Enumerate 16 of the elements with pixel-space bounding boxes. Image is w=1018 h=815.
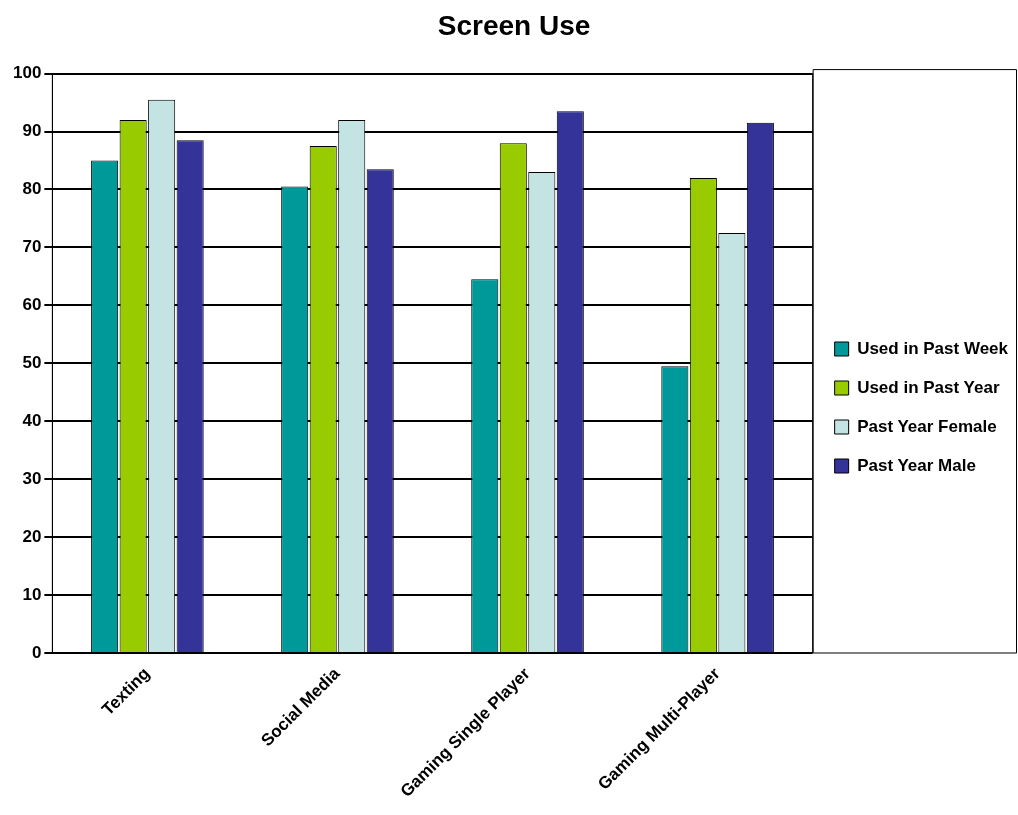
- y-tick-label: 80: [22, 179, 42, 199]
- y-tick-label: 90: [22, 121, 42, 141]
- y-tick-label: 30: [22, 468, 42, 488]
- y-tick-label: 40: [22, 410, 42, 430]
- legend-label: Used in Past Year: [857, 377, 1000, 397]
- y-tick-label: 0: [31, 642, 42, 662]
- y-tick-label: 50: [22, 352, 42, 372]
- legend-label: Past Year Female: [857, 416, 997, 436]
- y-tick-label: 100: [12, 63, 42, 83]
- y-tick-label: 20: [22, 526, 42, 546]
- legend-label: Used in Past Week: [857, 338, 1009, 358]
- chart-title: Screen Use: [437, 9, 591, 41]
- y-tick-label: 60: [22, 295, 42, 315]
- y-tick-label: 70: [22, 237, 42, 257]
- y-tick-label: 10: [22, 584, 42, 604]
- legend-label: Past Year Male: [857, 455, 976, 475]
